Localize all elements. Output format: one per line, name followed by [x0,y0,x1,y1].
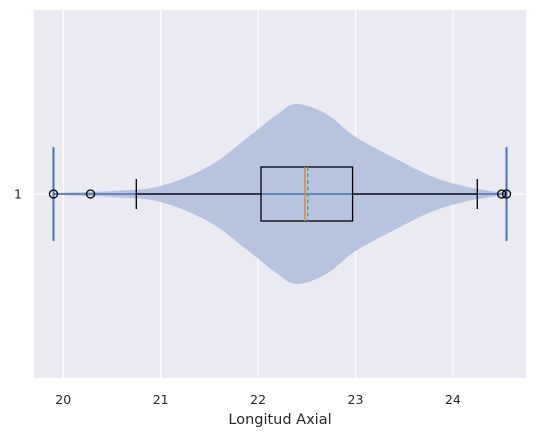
x-tick-label: 21 [153,392,169,407]
x-tick-label: 24 [445,392,461,407]
box-plot [135,166,478,222]
x-tick-label: 20 [55,392,71,407]
x-axis-label: Longitud Axial [228,412,331,428]
outlier-point [496,189,507,199]
outlier-point [85,189,96,199]
x-tick-label: 23 [348,392,364,407]
iqr-box [260,166,354,222]
x-tick-label: 22 [250,392,266,407]
outlier-point [501,189,512,199]
tick-labels: 20 21 22 23 24 1 [14,187,461,408]
outlier-points [48,189,512,199]
outlier-point [48,189,59,199]
y-tick-label: 1 [14,187,22,202]
